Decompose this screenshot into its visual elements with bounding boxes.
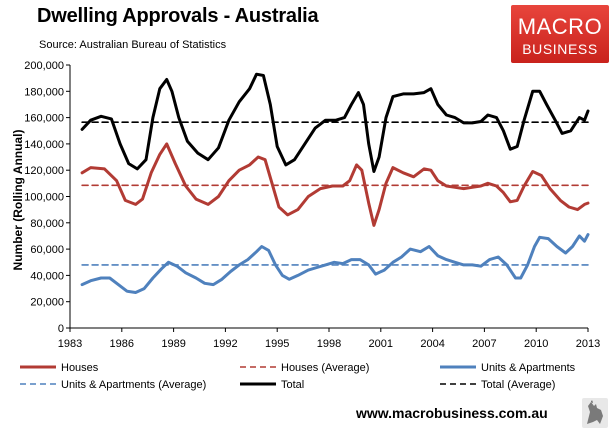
y-tick-label: 180,000 <box>24 86 64 98</box>
logo-line-macro: MACRO <box>517 14 603 39</box>
logo-line-business: BUSINESS <box>522 41 598 57</box>
y-tick-label: 160,000 <box>24 113 64 125</box>
series-line-total <box>80 72 590 173</box>
y-tick-label: 80,000 <box>30 218 64 230</box>
x-tick-label: 1983 <box>58 338 82 350</box>
series-line-houses <box>80 142 590 227</box>
x-tick-label: 1992 <box>213 338 237 350</box>
series-line-units-apartments <box>80 233 590 294</box>
y-tick-label: 200,000 <box>24 60 64 72</box>
chart-subtitle: Source: Australian Bureau of Statistics <box>39 39 227 51</box>
x-tick-label: 2004 <box>420 338 444 350</box>
chart-title: Dwelling Approvals - Australia <box>37 5 319 27</box>
x-tick-label: 1995 <box>265 338 289 350</box>
dwelling-approvals-chart: 0 20,000 40,000 60,000 80,000 100,000 120,000 1… <box>11 60 600 391</box>
x-tick-label: 1986 <box>110 338 134 350</box>
y-tick-label: 60,000 <box>30 244 64 256</box>
y-axis-label: Number (Rolling Annual) <box>11 130 25 271</box>
chart-series <box>80 72 590 294</box>
y-tick-label: 140,000 <box>24 139 64 151</box>
macrobusiness-logo: MACRO BUSINESS <box>511 5 609 63</box>
y-tick-label: 100,000 <box>24 192 64 204</box>
y-tick-label: 40,000 <box>30 270 64 282</box>
legend-label: Total (Average) <box>481 379 555 391</box>
x-tick-label: 2013 <box>576 338 600 350</box>
kangaroo-logo-icon <box>582 398 608 428</box>
chart-legend: Houses Houses (Average) Units & Apartments… <box>20 362 576 391</box>
x-tick-label: 2001 <box>369 338 393 350</box>
x-tick-label: 1998 <box>317 338 341 350</box>
legend-label: Houses (Average) <box>281 362 369 374</box>
legend-label: Units & Apartments (Average) <box>61 379 206 391</box>
x-tick-label: 2010 <box>524 338 548 350</box>
legend-label: Units & Apartments <box>481 362 576 374</box>
y-tick-label: 120,000 <box>24 165 64 177</box>
x-tick-label: 2007 <box>472 338 496 350</box>
x-tick-label: 1989 <box>161 338 185 350</box>
y-tick-label: 20,000 <box>30 297 64 309</box>
y-tick-label: 0 <box>58 323 64 335</box>
legend-label: Houses <box>61 362 99 374</box>
legend-label: Total <box>281 379 304 391</box>
chart-axes: 0 20,000 40,000 60,000 80,000 100,000 120,000 1… <box>24 60 600 350</box>
footer-url[interactable]: www.macrobusiness.com.au <box>356 405 548 421</box>
